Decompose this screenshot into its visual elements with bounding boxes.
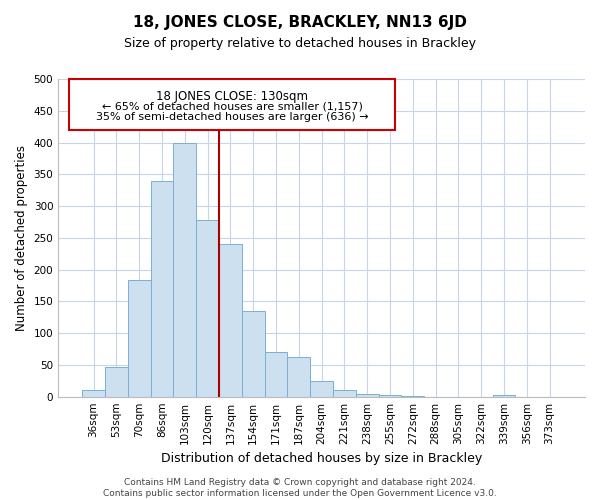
Bar — [242, 311, 265, 396]
Bar — [173, 142, 196, 396]
Bar — [151, 180, 173, 396]
Y-axis label: Number of detached properties: Number of detached properties — [15, 145, 28, 331]
Bar — [356, 394, 379, 396]
Bar — [128, 280, 151, 396]
Bar — [310, 381, 333, 396]
Text: ← 65% of detached houses are smaller (1,157): ← 65% of detached houses are smaller (1,… — [101, 101, 362, 111]
Bar — [105, 367, 128, 396]
X-axis label: Distribution of detached houses by size in Brackley: Distribution of detached houses by size … — [161, 452, 482, 465]
Bar — [287, 358, 310, 397]
Bar — [333, 390, 356, 396]
Bar — [219, 244, 242, 396]
Text: 18 JONES CLOSE: 130sqm: 18 JONES CLOSE: 130sqm — [156, 90, 308, 103]
Bar — [196, 220, 219, 396]
Bar — [82, 390, 105, 396]
FancyBboxPatch shape — [69, 79, 395, 130]
Text: 18, JONES CLOSE, BRACKLEY, NN13 6JD: 18, JONES CLOSE, BRACKLEY, NN13 6JD — [133, 15, 467, 30]
Bar — [265, 352, 287, 397]
Text: Contains HM Land Registry data © Crown copyright and database right 2024.
Contai: Contains HM Land Registry data © Crown c… — [103, 478, 497, 498]
Text: Size of property relative to detached houses in Brackley: Size of property relative to detached ho… — [124, 38, 476, 51]
Text: 35% of semi-detached houses are larger (636) →: 35% of semi-detached houses are larger (… — [96, 112, 368, 122]
